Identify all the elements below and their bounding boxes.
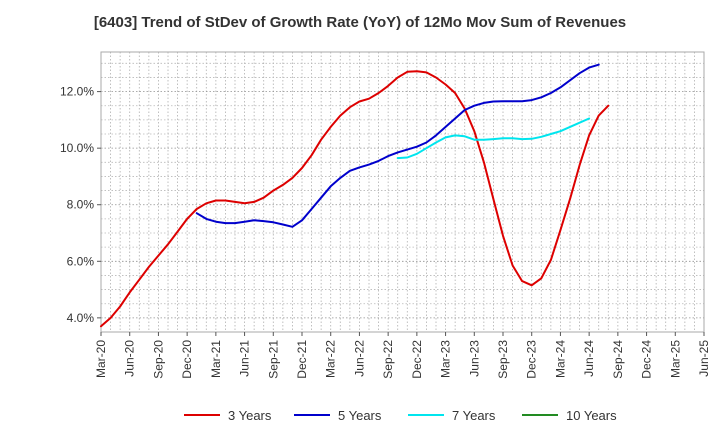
x-tick-label: Jun-23: [467, 340, 481, 377]
legend: 3 Years 5 Years 7 Years 10 Years: [184, 408, 617, 423]
x-tick-label: Mar-21: [209, 340, 223, 378]
y-tick-label: 12.0%: [60, 85, 94, 99]
x-tick-label: Jun-25: [697, 340, 711, 377]
series-layer: [100, 63, 610, 328]
plot-frame: [100, 51, 705, 333]
x-tick-label: Dec-23: [525, 340, 539, 379]
grid-layer: [101, 52, 704, 332]
y-tick-label: 6.0%: [67, 254, 95, 268]
x-tick-label: Mar-25: [668, 340, 682, 378]
x-tick-label: Sep-22: [381, 340, 395, 379]
legend-label: 3 Years: [228, 408, 272, 423]
x-tick-label: Sep-21: [266, 340, 280, 379]
x-tick-label: Mar-20: [94, 340, 108, 378]
x-tick-label: Sep-20: [151, 340, 165, 379]
y-tick-label: 4.0%: [67, 311, 95, 325]
x-tick-label: Mar-22: [324, 340, 338, 378]
y-tick-label: 10.0%: [60, 141, 94, 155]
x-tick-label: Jun-24: [582, 340, 596, 377]
legend-label: 7 Years: [452, 408, 496, 423]
x-tick-label: Dec-24: [640, 340, 654, 379]
series-line-3-years: [100, 70, 610, 328]
x-tick-label: Dec-22: [410, 340, 424, 379]
series-line-7-years: [396, 117, 591, 160]
x-tick-label: Dec-20: [180, 340, 194, 379]
x-tick-label: Jun-20: [123, 340, 137, 377]
x-tick-label: Mar-24: [553, 340, 567, 378]
legend-label: 10 Years: [566, 408, 617, 423]
x-tick-label: Jun-21: [238, 340, 252, 377]
chart-title: [6403] Trend of StDev of Growth Rate (Yo…: [93, 14, 627, 31]
y-axis: 4.0% 6.0% 8.0% 10.0% 12.0%: [60, 85, 101, 325]
x-tick-label: Sep-23: [496, 340, 510, 379]
x-tick-label: Sep-24: [611, 340, 625, 379]
x-tick-label: Mar-23: [439, 340, 453, 378]
legend-label: 5 Years: [338, 408, 382, 423]
x-tick-label: Jun-22: [352, 340, 366, 377]
x-axis: Mar-20 Jun-20 Sep-20 Dec-20 Mar-21 Jun-21 Sep-…: [94, 332, 711, 379]
y-tick-label: 8.0%: [67, 198, 95, 212]
x-tick-label: Dec-21: [295, 340, 309, 379]
series-line-5-years: [195, 63, 600, 228]
